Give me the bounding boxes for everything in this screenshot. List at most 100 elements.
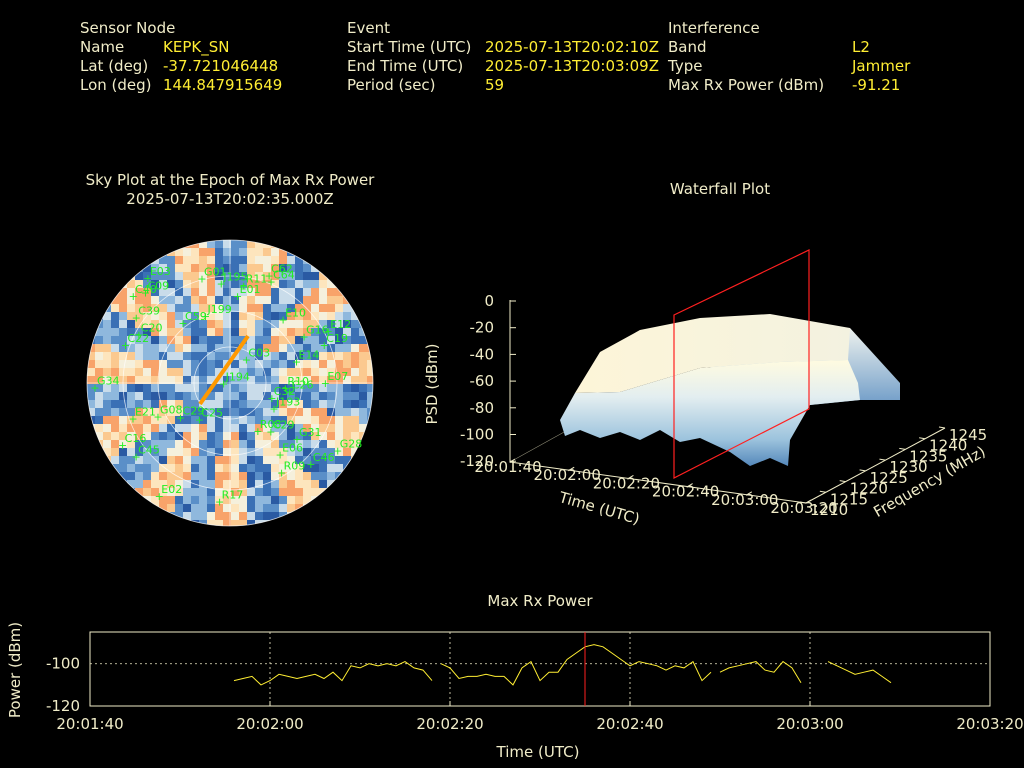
- sky-heat-cell: [239, 408, 247, 416]
- sky-heat-cell: [95, 304, 103, 312]
- sky-heat-cell: [223, 280, 231, 288]
- sky-heat-cell: [311, 512, 319, 520]
- sky-heat-cell: [247, 400, 255, 408]
- sky-heat-cell: [351, 384, 359, 392]
- sky-heat-cell: [359, 424, 367, 432]
- sky-heat-cell: [111, 360, 119, 368]
- sky-heat-cell: [95, 488, 103, 496]
- sky-heat-cell: [351, 320, 359, 328]
- sky-heat-cell: [367, 272, 373, 280]
- sky-heat-cell: [303, 288, 311, 296]
- sky-heat-cell: [103, 488, 111, 496]
- sky-heat-cell: [343, 416, 351, 424]
- sky-heat-cell: [287, 368, 295, 376]
- sensor-name-value: KEPK_SN: [163, 38, 230, 56]
- sky-heat-cell: [247, 368, 255, 376]
- sky-heat-cell: [303, 264, 311, 272]
- frequency-tick-label: 1240: [929, 437, 967, 455]
- sky-heat-cell: [319, 272, 327, 280]
- sky-heat-cell: [319, 384, 327, 392]
- sky-heat-cell: [239, 272, 247, 280]
- sky-heat-cell: [143, 456, 151, 464]
- sky-heat-cell: [127, 480, 135, 488]
- sky-heat-cell: [199, 368, 207, 376]
- sky-heat-cell: [311, 272, 319, 280]
- sky-heat-cell: [223, 472, 231, 480]
- sky-heat-cell: [175, 504, 183, 512]
- sky-heat-cell: [119, 456, 127, 464]
- sky-heat-cell: [295, 440, 303, 448]
- sky-heat-cell: [111, 408, 119, 416]
- sky-heat-cell: [279, 440, 287, 448]
- sky-heat-cell: [199, 448, 207, 456]
- sky-heat-cell: [263, 328, 271, 336]
- sky-heat-cell: [207, 440, 215, 448]
- event-start-label: Start Time (UTC): [347, 38, 472, 56]
- line-chart-frame: [89, 631, 991, 707]
- sky-heat-cell: [135, 424, 143, 432]
- sky-heat-cell: [111, 512, 119, 520]
- sky-heat-cell: [223, 288, 231, 296]
- sky-heat-cell: [303, 344, 311, 352]
- sky-heat-cell: [351, 408, 359, 416]
- waterfall-plot: 0 -20 -40 -60 -80 -100 -120 PSD (dBm) 20:01:40…: [423, 249, 989, 528]
- satellite-marker: +: [300, 331, 309, 344]
- sky-heat-cell: [343, 248, 351, 256]
- frequency-tick: [819, 490, 826, 493]
- sky-heat-cell: [319, 512, 327, 520]
- sky-heat-cell: [311, 336, 319, 344]
- sky-heat-cell: [223, 520, 231, 526]
- sky-heat-cell: [351, 328, 359, 336]
- sky-heat-cell: [191, 272, 199, 280]
- sky-heat-cell: [319, 360, 327, 368]
- sky-heat-cell: [151, 336, 159, 344]
- sky-heat-cell: [127, 464, 135, 472]
- sky-heat-cell: [95, 264, 103, 272]
- line-chart-ytick-label: -100: [46, 655, 80, 673]
- satellite-label: J199: [207, 303, 232, 316]
- sky-heat-cell: [103, 352, 111, 360]
- sky-heat-cell: [311, 520, 319, 526]
- sky-heat-cell: [263, 352, 271, 360]
- sky-heat-cell: [287, 272, 295, 280]
- sky-heat-cell: [327, 288, 335, 296]
- satellite-label: G08: [160, 404, 183, 417]
- sky-heat-cell: [199, 248, 207, 256]
- sky-heat-cell: [95, 448, 103, 456]
- time-tick: [509, 458, 516, 463]
- sky-heat-cell: [351, 264, 359, 272]
- time-tick-label: 20:02:40: [652, 483, 719, 501]
- sky-heat-cell: [207, 240, 215, 248]
- sky-heat-cell: [255, 416, 263, 424]
- sky-heat-cell: [103, 384, 111, 392]
- sky-heat-cell: [359, 456, 367, 464]
- sky-heat-cell: [207, 520, 215, 526]
- sky-heat-cell: [127, 400, 135, 408]
- sky-heat-cell: [343, 272, 351, 280]
- interference-band-value: L2: [852, 38, 870, 56]
- sky-heat-cell: [207, 464, 215, 472]
- sky-heat-cell: [191, 304, 199, 312]
- sky-heat-cell: [135, 432, 143, 440]
- sky-heat-cell: [311, 416, 319, 424]
- sky-heat-cell: [359, 264, 367, 272]
- sky-heat-cell: [367, 456, 373, 464]
- sky-heat-cell: [351, 352, 359, 360]
- sky-heat-cell: [263, 504, 271, 512]
- sky-heat-cell: [311, 488, 319, 496]
- sky-heat-cell: [263, 448, 271, 456]
- sky-heat-cell: [247, 336, 255, 344]
- sky-heat-cell: [191, 424, 199, 432]
- sky-heat-cell: [287, 336, 295, 344]
- sky-heat-cell: [111, 496, 119, 504]
- satellite-label: C29: [273, 419, 295, 432]
- sky-heat-cell: [223, 248, 231, 256]
- sky-heat-cell: [159, 320, 167, 328]
- interference-heading: Interference: [668, 19, 760, 37]
- sky-heat-cell: [135, 440, 143, 448]
- sky-heat-cell: [119, 520, 127, 526]
- sky-heat-cell: [287, 344, 295, 352]
- sky-heat-cell: [367, 352, 373, 360]
- sky-heat-cell: [87, 368, 95, 376]
- sky-heat-cell: [151, 240, 159, 248]
